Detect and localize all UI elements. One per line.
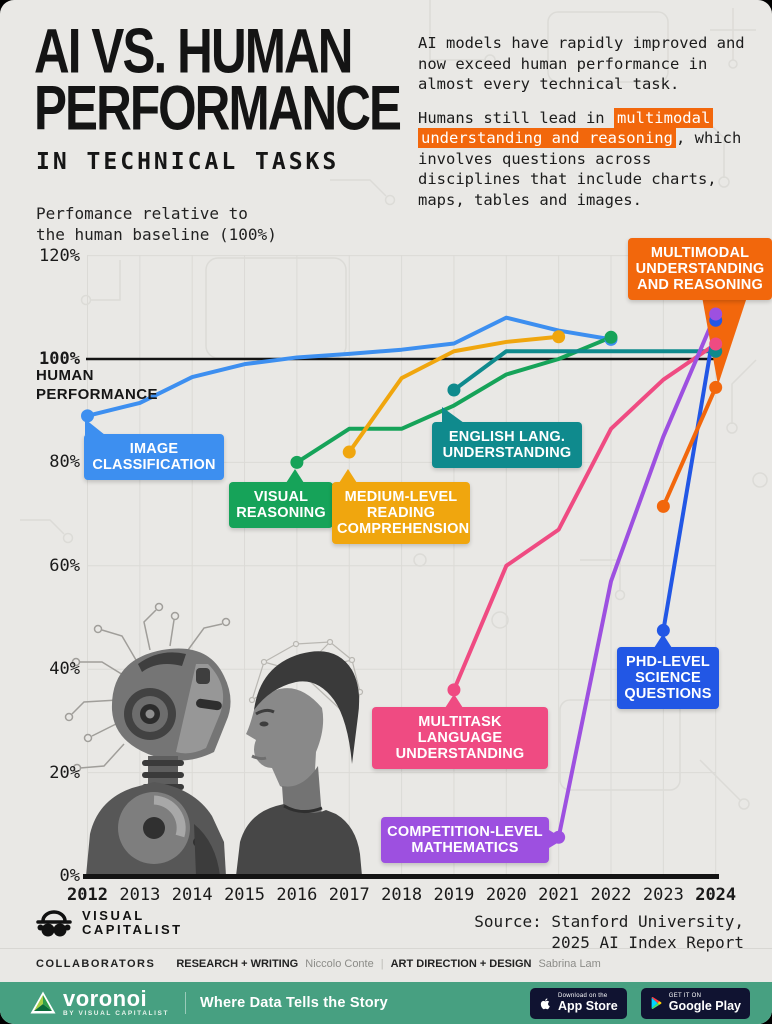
collaborators-label: COLLABORATORS [36, 958, 156, 970]
y-tick-label: 60% [49, 555, 80, 576]
collaborators-row: COLLABORATORS RESEARCH + WRITING Niccolo… [0, 948, 772, 971]
axis-note: Perfomance relative to the human baselin… [36, 204, 277, 244]
intro-paragraph-2: Humans still lead in multimodal understa… [418, 107, 742, 209]
callout-competition-math: COMPETITION-LEVEL MATHEMATICS [381, 817, 564, 863]
visual-capitalist-icon [36, 910, 72, 937]
callout-phd-science: PHD-LEVEL SCIENCE QUESTIONS [617, 634, 719, 709]
app-store-badge[interactable]: Download on the App Store [530, 987, 627, 1019]
page-title: AI VS. HUMAN PERFORMANCE [34, 17, 419, 144]
x-tick-label: 2013 [119, 885, 161, 905]
x-tick-label: 2015 [224, 885, 266, 905]
chart-series [81, 291, 749, 844]
voronoi-icon [30, 991, 56, 1014]
y-tick-label: 40% [49, 659, 80, 680]
human-performance-label: HUMAN PERFORMANCE [36, 367, 158, 403]
x-tick-label: 2014 [171, 885, 213, 905]
x-tick-label: 2012 [67, 885, 108, 905]
google-play-badge[interactable]: GET IT ON Google Play [640, 987, 750, 1019]
title-line-2: PERFORMANCE [34, 73, 402, 145]
x-tick-label: 2017 [328, 885, 370, 905]
callout-image-classification: IMAGE CLASSIFICATION [84, 419, 224, 480]
x-tick-label: 2018 [381, 885, 423, 905]
voronoi-tagline: Where Data Tells the Story [200, 995, 388, 1011]
source-note: Source: Stanford University, 2025 AI Ind… [474, 912, 744, 952]
y-tick-label: 0% [59, 866, 80, 886]
visual-capitalist-brand: VISUAL CAPITALIST [34, 906, 183, 940]
y-tick-label: 20% [49, 762, 80, 783]
callout-multimodal: MULTIMODAL UNDERSTANDING AND REASONING [628, 238, 772, 300]
voronoi-logo: voronoi BY VISUAL CAPITALIST [30, 988, 169, 1017]
art-director-name: Sabrina Lam [538, 958, 601, 970]
callout-visual-reasoning: VISUAL REASONING [229, 469, 333, 528]
y-tick-label: 100% [39, 349, 80, 369]
x-tick-label: 2022 [590, 885, 632, 905]
x-tick-label: 2016 [276, 885, 318, 905]
callout-multitask-language: MULTITASK LANGUAGE UNDERSTANDING [372, 694, 548, 769]
robot-illustration [64, 602, 231, 876]
research-writer-name: Niccolo Conte [305, 958, 374, 970]
robot-circuit-traces [64, 602, 231, 773]
x-tick-label: 2020 [485, 885, 527, 905]
x-tick-label: 2024 [695, 885, 737, 905]
x-tick-label: 2019 [433, 885, 475, 905]
bar-divider [185, 992, 187, 1014]
chart-axis [83, 357, 719, 879]
callout-english-lang: ENGLISH LANG. UNDERSTANDING [432, 407, 582, 468]
x-tick-label: 2021 [538, 885, 580, 905]
human-illustration [236, 638, 364, 876]
intro-text: AI models have rapidly improved and now … [418, 33, 752, 223]
google-play-icon [651, 997, 662, 1009]
callout-medium-level-reading: MEDIUM-LEVEL READING COMPREHENSION [332, 469, 470, 544]
x-tick-label: 2023 [642, 885, 684, 905]
title-line-1: AI VS. HUMAN [34, 16, 353, 88]
y-tick-label: 80% [49, 452, 80, 473]
bottom-brand-bar: voronoi BY VISUAL CAPITALIST Where Data … [0, 982, 772, 1024]
page-subtitle: IN TECHNICAL TASKS [36, 149, 340, 175]
apple-icon [540, 997, 550, 1009]
y-tick-label: 120% [39, 245, 80, 266]
intro-paragraph-1: AI models have rapidly improved and now … [418, 34, 745, 93]
